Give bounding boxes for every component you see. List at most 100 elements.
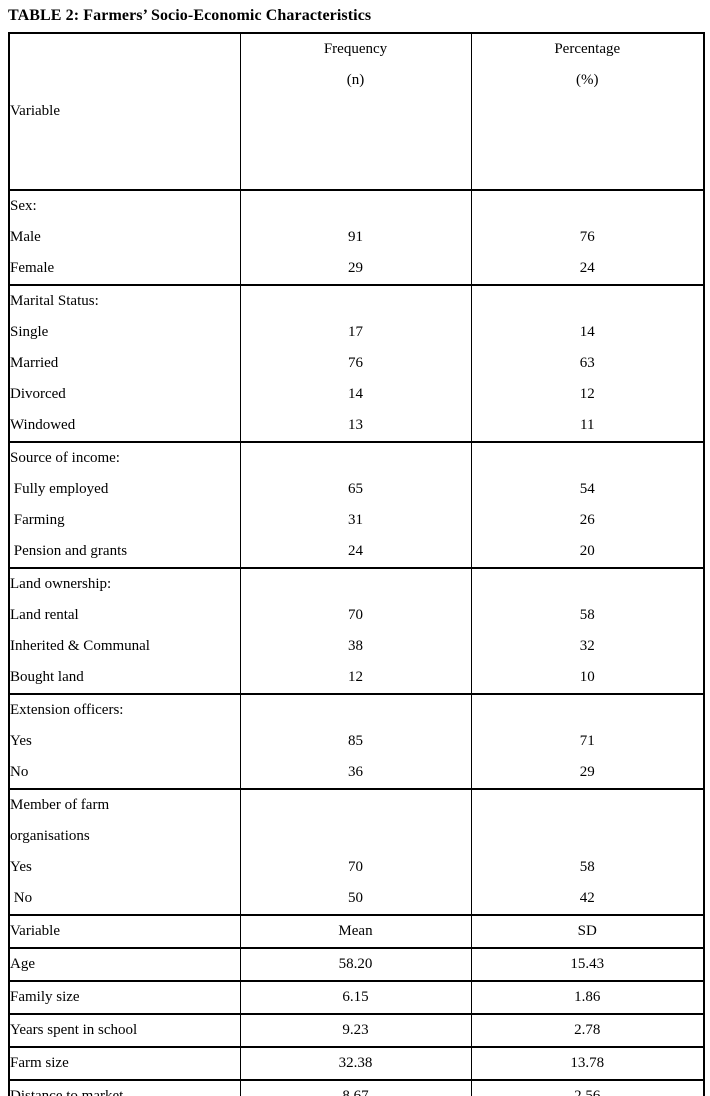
empty-cell [470,694,704,726]
sd-value: 13.78 [470,1047,704,1080]
percentage-value: 24 [470,253,704,285]
section-label-text: Source of income: [10,450,120,466]
stats-header-variable: Variable [9,915,240,948]
row-label-text: Farming [10,512,65,528]
percentage-value: 12 [470,379,704,410]
mean-value-text: 6.15 [342,989,369,1005]
frequency-value-text: 85 [348,733,363,749]
data-row: Bought land 12 10 [9,662,704,694]
row-label-text: No [10,764,29,780]
row-label: Divorced [9,379,240,410]
section-label: Member of farm organisations [9,789,240,852]
row-label-text: Land rental [10,607,79,623]
frequency-value: 29 [239,253,471,285]
stats-row-label-text: Years spent in school [10,1022,138,1038]
row-label-text: Bought land [10,669,84,685]
frequency-value-text: 29 [348,260,363,276]
socio-economic-table: Variable Frequency (n) Percentage (%) Se… [8,32,705,1096]
percentage-value-text: 12 [579,386,595,402]
section-label-text: Land ownership: [10,576,112,592]
data-row: No 36 29 [9,757,704,789]
data-row: Land rental 70 58 [9,600,704,631]
stats-row-label: Age [9,948,240,981]
data-row: Yes 85 71 [9,726,704,757]
frequency-value-text: 70 [348,859,363,875]
frequency-value-text: 65 [348,481,363,497]
mean-value: 32.38 [239,1047,471,1080]
percentage-value-text: 71 [579,733,595,749]
row-label: Bought land [9,662,240,694]
percentage-value-text: 29 [579,764,595,780]
empty-cell [239,190,471,222]
empty-cell [239,285,471,317]
percentage-value-text: 11 [580,417,595,433]
sd-value: 2.78 [470,1014,704,1047]
data-row: Single 17 14 [9,317,704,348]
header-variable-label: Variable [10,103,60,119]
stats-row-label-text: Family size [10,989,80,1005]
section-label-row: Marital Status: [9,285,704,317]
empty-cell [470,442,704,474]
percentage-value-text: 20 [579,543,595,559]
percentage-value: 54 [470,474,704,505]
row-label: Windowed [9,410,240,442]
stats-row: Age 58.20 15.43 [9,948,704,981]
percentage-value-text: 63 [579,355,595,371]
mean-value: 58.20 [239,948,471,981]
row-label: Yes [9,726,240,757]
header-percentage-label: Percentage [554,41,621,57]
stats-row: Farm size 32.38 13.78 [9,1047,704,1080]
header-frequency-label: Frequency [323,41,388,57]
frequency-value: 70 [239,600,471,631]
section-label-text: Sex: [10,198,37,214]
row-label-text: Yes [10,733,32,749]
row-label-text: Single [10,324,49,340]
percentage-value: 42 [470,883,704,915]
sd-value-text: 1.86 [574,989,601,1005]
percentage-value: 58 [470,600,704,631]
frequency-value-text: 12 [348,669,363,685]
sd-value-text: 15.43 [570,956,605,972]
percentage-value: 26 [470,505,704,536]
percentage-value: 71 [470,726,704,757]
table-title: TABLE 2: Farmers’ Socio-Economic Charact… [8,7,372,24]
row-label: Married [9,348,240,379]
row-label: Farming [9,505,240,536]
row-label: No [9,883,240,915]
percentage-value: 29 [470,757,704,789]
row-label-text: Male [10,229,41,245]
section-label-row: Member of farm organisations [9,789,704,852]
row-label-text: Female [10,260,55,276]
frequency-value: 50 [239,883,471,915]
stats-row-label: Distance to market [9,1080,240,1096]
stats-row-label-text: Farm size [10,1055,69,1071]
row-label: Male [9,222,240,253]
empty-cell [239,694,471,726]
header-frequency-unit: (n) [346,72,365,88]
header-percentage: Percentage (%) [470,33,704,190]
data-row: Inherited & Communal 38 32 [9,631,704,662]
mean-value: 6.15 [239,981,471,1014]
frequency-value: 12 [239,662,471,694]
mean-value-text: 9.23 [342,1022,369,1038]
row-label: Pension and grants [9,536,240,568]
row-label-text: Fully employed [10,481,109,497]
row-label-text: Yes [10,859,32,875]
frequency-value: 76 [239,348,471,379]
mean-value-text: 32.38 [338,1055,373,1071]
frequency-value-text: 31 [348,512,363,528]
frequency-value: 24 [239,536,471,568]
percentage-value: 14 [470,317,704,348]
empty-cell [470,568,704,600]
percentage-value: 58 [470,852,704,883]
percentage-value-text: 76 [579,229,595,245]
stats-header-mean: Mean [239,915,471,948]
frequency-value-text: 14 [348,386,363,402]
stats-row: Family size 6.15 1.86 [9,981,704,1014]
stats-header-variable-text: Variable [10,923,60,939]
mean-value: 9.23 [239,1014,471,1047]
frequency-value-text: 91 [348,229,363,245]
stats-header-sd-text: SD [577,923,597,939]
data-row: Pension and grants 24 20 [9,536,704,568]
row-label: Female [9,253,240,285]
